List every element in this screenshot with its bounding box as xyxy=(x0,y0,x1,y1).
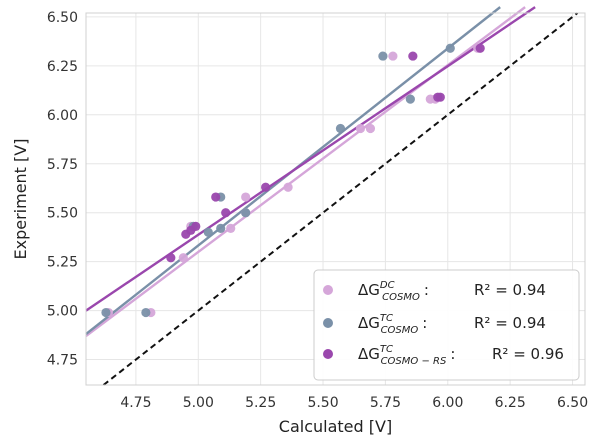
legend-marker xyxy=(323,318,333,328)
data-point-series-3 xyxy=(221,208,231,218)
data-point-series-2 xyxy=(101,307,111,318)
data-point-series-3 xyxy=(166,253,176,263)
data-point-series-1 xyxy=(226,223,236,233)
data-point-series-2 xyxy=(405,94,415,104)
x-tick-label: 5.75 xyxy=(370,395,401,411)
data-point-series-2 xyxy=(335,123,346,134)
data-point-series-2 xyxy=(203,227,213,237)
data-point-series-1 xyxy=(355,123,366,134)
y-tick-label: 4.75 xyxy=(47,353,78,369)
legend-separator: : xyxy=(424,281,429,299)
legend-sub: COSMO xyxy=(381,325,419,336)
y-tick-label: 5.50 xyxy=(47,206,78,222)
x-axis-label: Calculated [V] xyxy=(279,417,392,436)
legend-r2: R² = 0.94 xyxy=(474,281,546,299)
legend-sup: TC xyxy=(380,313,393,324)
legend-separator: : xyxy=(450,345,455,363)
y-tick-label: 6.25 xyxy=(47,59,78,75)
y-tick-label: 6.50 xyxy=(47,10,78,26)
legend-r2: R² = 0.94 xyxy=(474,314,546,332)
x-tick-label: 6.00 xyxy=(432,395,463,411)
data-point-series-1 xyxy=(365,123,376,134)
legend-r2: R² = 0.96 xyxy=(492,345,564,363)
x-tick-label: 5.00 xyxy=(183,395,214,411)
data-point-series-3 xyxy=(435,92,445,102)
fit-lines xyxy=(85,6,536,338)
legend-box xyxy=(313,269,580,381)
data-point-series-2 xyxy=(216,223,226,233)
data-point-series-3 xyxy=(408,51,418,61)
x-tick-label: 5.50 xyxy=(307,395,338,411)
legend-label: ΔGTC COSMO: xyxy=(358,313,427,336)
legend-marker xyxy=(323,285,333,295)
identity-line xyxy=(102,12,579,386)
y-axis-label: Experiment [V] xyxy=(11,139,30,260)
y-tick-label: 5.00 xyxy=(47,304,78,320)
x-tick-label: 5.25 xyxy=(245,395,276,411)
data-point-series-1 xyxy=(388,51,398,61)
data-point-series-2 xyxy=(241,208,251,218)
data-points xyxy=(101,43,485,318)
data-point-series-1 xyxy=(178,253,188,263)
data-point-series-3 xyxy=(211,192,221,202)
legend-separator: : xyxy=(422,314,427,332)
x-tick-label: 4.75 xyxy=(120,395,151,411)
data-point-series-1 xyxy=(241,192,251,202)
plot-frame xyxy=(85,12,586,386)
fit-line-series-3 xyxy=(85,6,536,312)
legend-label: ΔGDC COSMO: xyxy=(358,280,429,303)
legend-label: ΔGTC COSMO − RS: xyxy=(358,344,455,367)
legend-sub: COSMO − RS xyxy=(381,356,447,367)
data-point-series-3 xyxy=(191,221,201,232)
legend-sub: COSMO xyxy=(382,292,420,303)
y-tick-label: 5.75 xyxy=(47,157,78,173)
legend-main: ΔG xyxy=(358,345,380,363)
legend-main: ΔG xyxy=(358,281,380,299)
data-point-series-1 xyxy=(283,182,293,192)
legend-main: ΔG xyxy=(358,314,380,332)
x-tick-labels: 4.75 5.00 5.25 5.50 5.75 6.00 6.25 6.50 xyxy=(120,395,588,411)
x-tick-label: 6.25 xyxy=(495,395,526,411)
y-tick-labels: 4.75 5.00 5.25 5.50 5.75 6.00 6.25 6.50 xyxy=(47,10,78,369)
data-point-series-2 xyxy=(141,307,151,318)
legend-marker xyxy=(323,349,333,359)
data-point-series-3 xyxy=(475,43,485,53)
x-tick-label: 6.50 xyxy=(557,395,588,411)
legend-sup: DC xyxy=(380,280,395,291)
y-tick-label: 6.00 xyxy=(47,108,78,124)
data-point-series-3 xyxy=(261,182,271,192)
y-tick-label: 5.25 xyxy=(47,255,78,271)
data-point-series-2 xyxy=(378,51,388,61)
data-point-series-2 xyxy=(445,43,455,53)
legend-sup: TC xyxy=(380,344,393,355)
